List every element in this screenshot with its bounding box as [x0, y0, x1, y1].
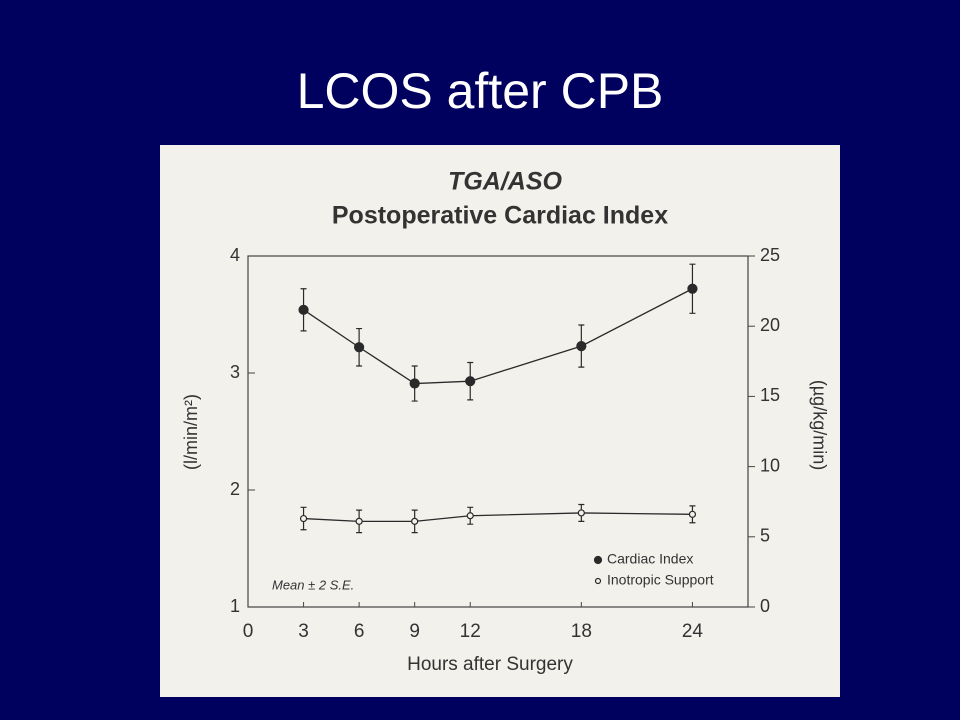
x-tick-label: 24 [682, 621, 704, 642]
data-point [576, 340, 587, 352]
x-tick-label: 12 [460, 621, 481, 642]
y-tick-label: 2 [230, 479, 240, 499]
chart-title: TGA/ASO [448, 168, 562, 196]
x-tick-label: 18 [571, 621, 592, 642]
data-point [577, 509, 585, 517]
y2-tick-label: 10 [760, 455, 780, 475]
legend-marker [593, 555, 603, 565]
series-line [303, 512, 693, 523]
x-axis-label: Hours after Surgery [407, 654, 573, 675]
plot-frame [247, 255, 749, 608]
data-point [409, 378, 420, 389]
y2-tick-label: 25 [760, 245, 780, 265]
y2-axis-label: (µg/kg/min) [809, 380, 829, 470]
data-point [298, 304, 309, 315]
y-tick-label: 4 [230, 245, 240, 265]
legend-marker [594, 577, 602, 585]
data-point [354, 342, 365, 353]
legend-label: Cardiac Index [607, 551, 693, 567]
y2-tick-label: 15 [760, 385, 780, 405]
data-point [687, 283, 698, 294]
legend-label: Inotropic Support [607, 572, 714, 588]
y2-tick-label: 5 [760, 526, 770, 546]
x-tick-label: 0 [243, 621, 254, 642]
y-tick-label: 3 [230, 362, 240, 382]
data-point [465, 376, 476, 387]
x-tick-label: 6 [354, 621, 365, 642]
y2-tick-label: 0 [760, 596, 770, 616]
y-axis-label: (l/min/m²) [181, 394, 201, 470]
chart-panel [160, 145, 840, 697]
data-point [466, 512, 474, 520]
x-tick-label: 3 [298, 621, 309, 642]
data-point [688, 510, 697, 518]
chart-subtitle: Postoperative Cardiac Index [332, 202, 668, 230]
series-line [303, 288, 693, 385]
y2-tick-label: 20 [760, 315, 780, 335]
data-point [299, 514, 308, 523]
annotation: Mean ± 2 S.E. [272, 577, 354, 592]
slide-title: LCOS after CPB [297, 63, 664, 119]
x-tick-label: 9 [409, 621, 420, 642]
y-tick-label: 1 [230, 596, 240, 616]
data-point [411, 517, 419, 525]
data-point [355, 517, 363, 525]
